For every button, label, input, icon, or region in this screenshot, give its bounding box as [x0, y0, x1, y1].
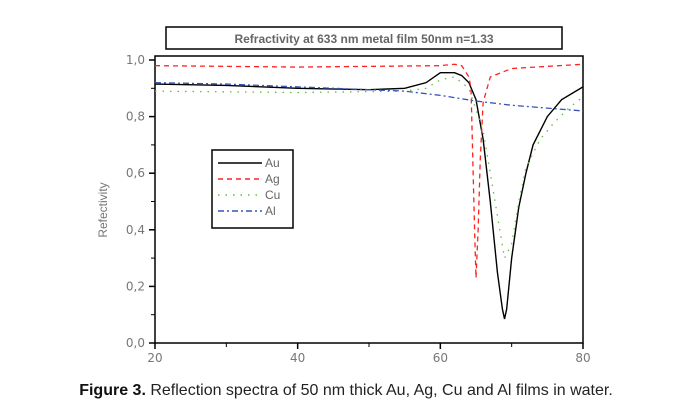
chart-title: Refractivity at 633 nm metal film 50nm n… [234, 32, 493, 46]
chart: Refractivity at 633 nm metal film 50nm n… [96, 26, 591, 365]
figure-caption: Figure 3. Reflection spectra of 50 nm th… [0, 382, 692, 400]
y-tick-label: 0,2 [126, 279, 145, 293]
legend-label-cu: Cu [265, 188, 280, 202]
x-tick-label: 60 [433, 351, 448, 365]
series-line-al [154, 81, 584, 112]
legend-label-ag: Ag [265, 172, 280, 186]
legend-label-au: Au [265, 156, 280, 170]
series-line-ag [154, 63, 584, 278]
x-tick-label: 80 [575, 351, 590, 365]
title-box [165, 26, 563, 50]
y-tick-label: 0,6 [126, 166, 145, 180]
y-tick-label: 0,8 [126, 110, 145, 124]
y-axis-label: Refectivity [96, 182, 110, 237]
caption-label: Figure 3. [79, 382, 146, 399]
y-tick-label: 1,0 [126, 53, 145, 67]
y-tick-label: 0,0 [126, 336, 145, 350]
legend-label-al: Al [265, 204, 276, 218]
x-tick-label: 40 [290, 351, 305, 365]
legend: Au Ag Cu Al [211, 149, 294, 229]
caption-text: Reflection spectra of 50 nm thick Au, Ag… [145, 382, 613, 399]
legend-box [211, 149, 294, 229]
y-tick-label: 0,4 [126, 223, 145, 237]
x-tick-label: 20 [147, 351, 162, 365]
series-line-au [154, 72, 584, 320]
